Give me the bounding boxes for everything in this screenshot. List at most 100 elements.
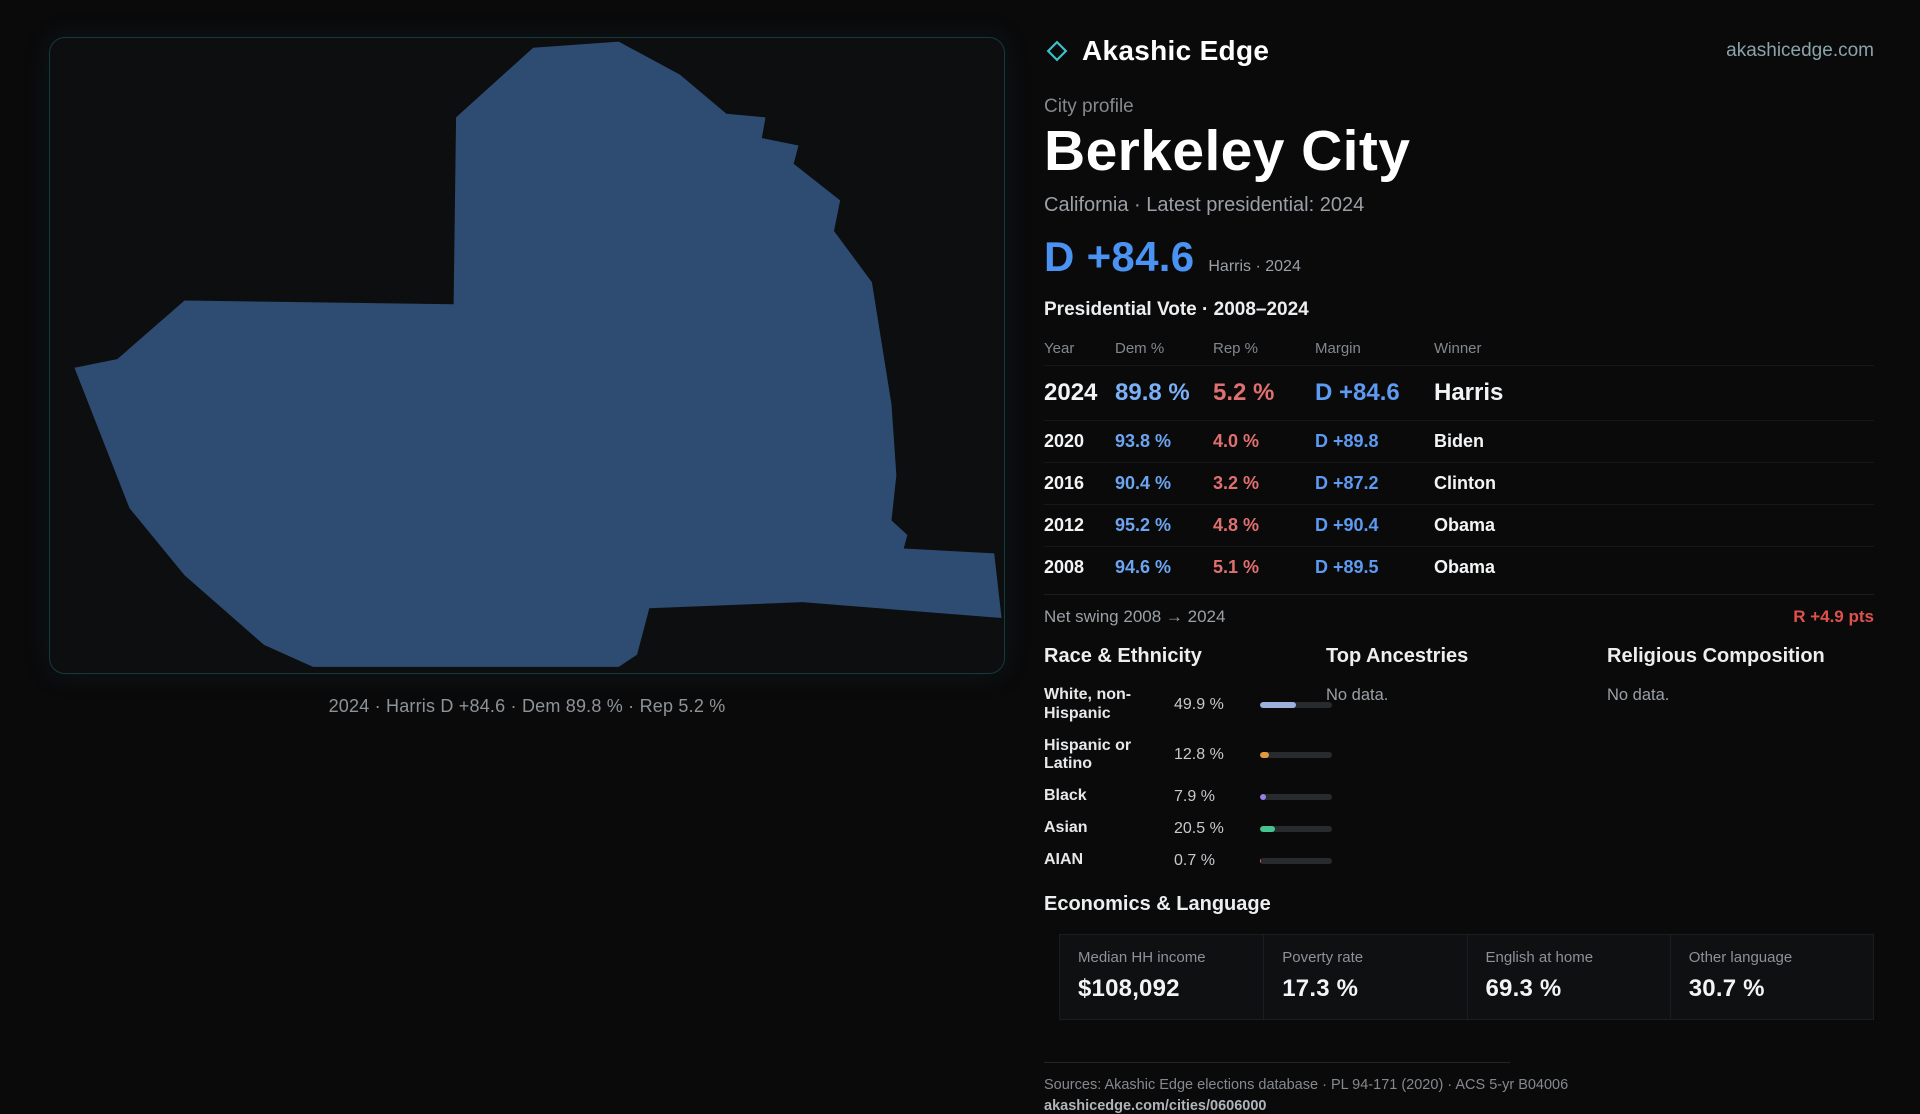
map-panel	[49, 37, 1005, 674]
race-value: 7.9 %	[1174, 787, 1215, 805]
table-row: 2024 89.8 % 5.2 % D +84.6 Harris	[1044, 364, 1874, 420]
table-row: 2008 94.6 % 5.1 % D +89.5 Obama	[1044, 545, 1874, 588]
cell-winner: Biden	[1434, 430, 1485, 451]
cell-rep: 4.8 %	[1213, 514, 1260, 535]
race-bar	[1260, 857, 1332, 864]
no-data-text: No data.	[1607, 685, 1670, 704]
top-ancestries-title: Top Ancestries	[1326, 644, 1469, 667]
race-bar	[1260, 793, 1332, 800]
table-row: 2012 95.2 % 4.8 % D +90.4 Obama	[1044, 503, 1874, 546]
race-value: 20.5 %	[1174, 819, 1224, 837]
col-dem: Dem %	[1115, 339, 1165, 357]
stat-card: Median HH income $108,092	[1060, 935, 1263, 1019]
economics-stats: Median HH income $108,092 Poverty rate 1…	[1059, 933, 1874, 1020]
kicker: City profile	[1044, 96, 1134, 117]
stat-card: English at home 69.3 %	[1466, 934, 1670, 1019]
net-swing-label: Net swing 2008 → 2024	[1044, 606, 1226, 626]
cell-rep: 5.1 %	[1213, 556, 1260, 577]
stat-card: Other language 30.7 %	[1669, 934, 1873, 1019]
race-value: 12.8 %	[1174, 746, 1224, 764]
map-caption: 2024 · Harris D +84.6 · Dem 89.8 % · Rep…	[328, 696, 726, 716]
sources-text: Sources: Akashic Edge elections database…	[1044, 1076, 1569, 1093]
stat-label: Poverty rate	[1282, 948, 1364, 966]
table-row: 2020 93.8 % 4.0 % D +89.8 Biden	[1044, 419, 1874, 462]
table-row: 2016 90.4 % 3.2 % D +87.2 Clinton	[1044, 461, 1874, 504]
cell-year: 2024	[1044, 378, 1098, 406]
cell-rep: 3.2 %	[1213, 472, 1260, 493]
diamond-icon	[1046, 40, 1068, 62]
cell-dem: 93.8 %	[1115, 430, 1172, 451]
cell-margin: D +89.8	[1315, 430, 1379, 451]
race-label: Asian	[1044, 819, 1088, 837]
stat-value: $108,092	[1078, 974, 1180, 1002]
headline-margin-block: D +84.6 Harris · 2024	[1044, 233, 1874, 281]
profile-panel: Akashic Edge akashicedge.com City profil…	[1044, 30, 1874, 1114]
race-row: Asian 20.5 %	[1044, 819, 1332, 838]
col-year: Year	[1044, 339, 1075, 357]
race-bar	[1260, 701, 1332, 708]
cell-rep: 4.0 %	[1213, 430, 1260, 451]
headline-margin: D +84.6	[1044, 232, 1195, 280]
net-swing-row: Net swing 2008 → 2024 R +4.9 pts	[1044, 593, 1874, 627]
race-row: Black 7.9 %	[1044, 787, 1332, 806]
race-label: Hispanic or Latino	[1044, 736, 1132, 773]
permalink-link[interactable]: akashicedge.com/cities/0606000	[1044, 1097, 1267, 1114]
cell-dem: 94.6 %	[1115, 556, 1172, 577]
race-bar	[1260, 752, 1332, 759]
cell-margin: D +90.4	[1315, 514, 1379, 535]
col-margin: Margin	[1315, 339, 1361, 357]
footer: Sources: Akashic Edge elections database…	[1044, 1061, 1874, 1114]
religious-composition-column: Religious Composition No data.	[1607, 645, 1874, 883]
race-row: White, non-Hispanic 49.9 %	[1044, 685, 1332, 724]
net-swing-value: R +4.9 pts	[1793, 606, 1874, 626]
stat-card: Poverty rate 17.3 %	[1263, 934, 1466, 1019]
map-section: 2024 · Harris D +84.6 · Dem 89.8 % · Rep…	[49, 37, 1005, 717]
city-boundary-shape	[74, 41, 1002, 667]
cell-dem: 90.4 %	[1115, 472, 1172, 493]
cell-margin: D +89.5	[1315, 556, 1379, 577]
race-row: Hispanic or Latino 12.8 %	[1044, 736, 1332, 775]
race-label: Black	[1044, 787, 1087, 805]
col-winner: Winner	[1434, 339, 1482, 357]
top-ancestries-column: Top Ancestries No data.	[1326, 645, 1607, 883]
race-bar	[1260, 825, 1332, 832]
stat-label: Other language	[1688, 948, 1793, 966]
stat-value: 69.3 %	[1485, 974, 1562, 1002]
race-ethnicity-title: Race & Ethnicity	[1044, 644, 1202, 667]
city-map	[74, 41, 1002, 667]
cell-margin: D +87.2	[1315, 472, 1379, 493]
footer-divider	[1044, 1061, 1510, 1063]
race-value: 0.7 %	[1174, 851, 1215, 869]
col-rep: Rep %	[1213, 339, 1259, 357]
brand: Akashic Edge	[1044, 35, 1269, 67]
stat-label: Median HH income	[1078, 948, 1206, 966]
cell-margin: D +84.6	[1315, 378, 1400, 406]
header: Akashic Edge akashicedge.com	[1044, 30, 1874, 72]
race-row: AIAN 0.7 %	[1044, 851, 1332, 870]
cell-winner: Obama	[1434, 514, 1496, 535]
race-value: 49.9 %	[1174, 695, 1224, 713]
economics-title: Economics & Language	[1044, 892, 1271, 915]
stat-label: English at home	[1485, 948, 1594, 966]
subtitle: California · Latest presidential: 2024	[1044, 193, 1365, 216]
no-data-text: No data.	[1326, 685, 1389, 704]
stat-value: 30.7 %	[1688, 974, 1765, 1002]
cell-winner: Clinton	[1434, 472, 1496, 493]
cell-rep: 5.2 %	[1213, 378, 1275, 406]
cell-year: 2012	[1044, 514, 1085, 535]
vote-table-title: Presidential Vote · 2008–2024	[1044, 298, 1309, 320]
stat-value: 17.3 %	[1282, 974, 1359, 1002]
demographics-section: Race & Ethnicity White, non-Hispanic 49.…	[1044, 645, 1874, 883]
cell-winner: Harris	[1434, 378, 1504, 406]
race-label: White, non-Hispanic	[1044, 685, 1132, 722]
site-domain-link[interactable]: akashicedge.com	[1726, 40, 1874, 61]
race-ethnicity-column: Race & Ethnicity White, non-Hispanic 49.…	[1044, 644, 1332, 883]
cell-dem: 89.8 %	[1115, 378, 1190, 406]
race-label: AIAN	[1044, 851, 1084, 869]
headline-note: Harris · 2024	[1208, 257, 1301, 275]
table-header-row: Year Dem % Rep % Margin Winner	[1044, 331, 1874, 365]
religious-composition-title: Religious Composition	[1607, 644, 1825, 667]
cell-year: 2016	[1044, 472, 1085, 493]
cell-winner: Obama	[1434, 556, 1496, 577]
vote-table: Year Dem % Rep % Margin Winner 2024 89.8…	[1044, 331, 1874, 588]
